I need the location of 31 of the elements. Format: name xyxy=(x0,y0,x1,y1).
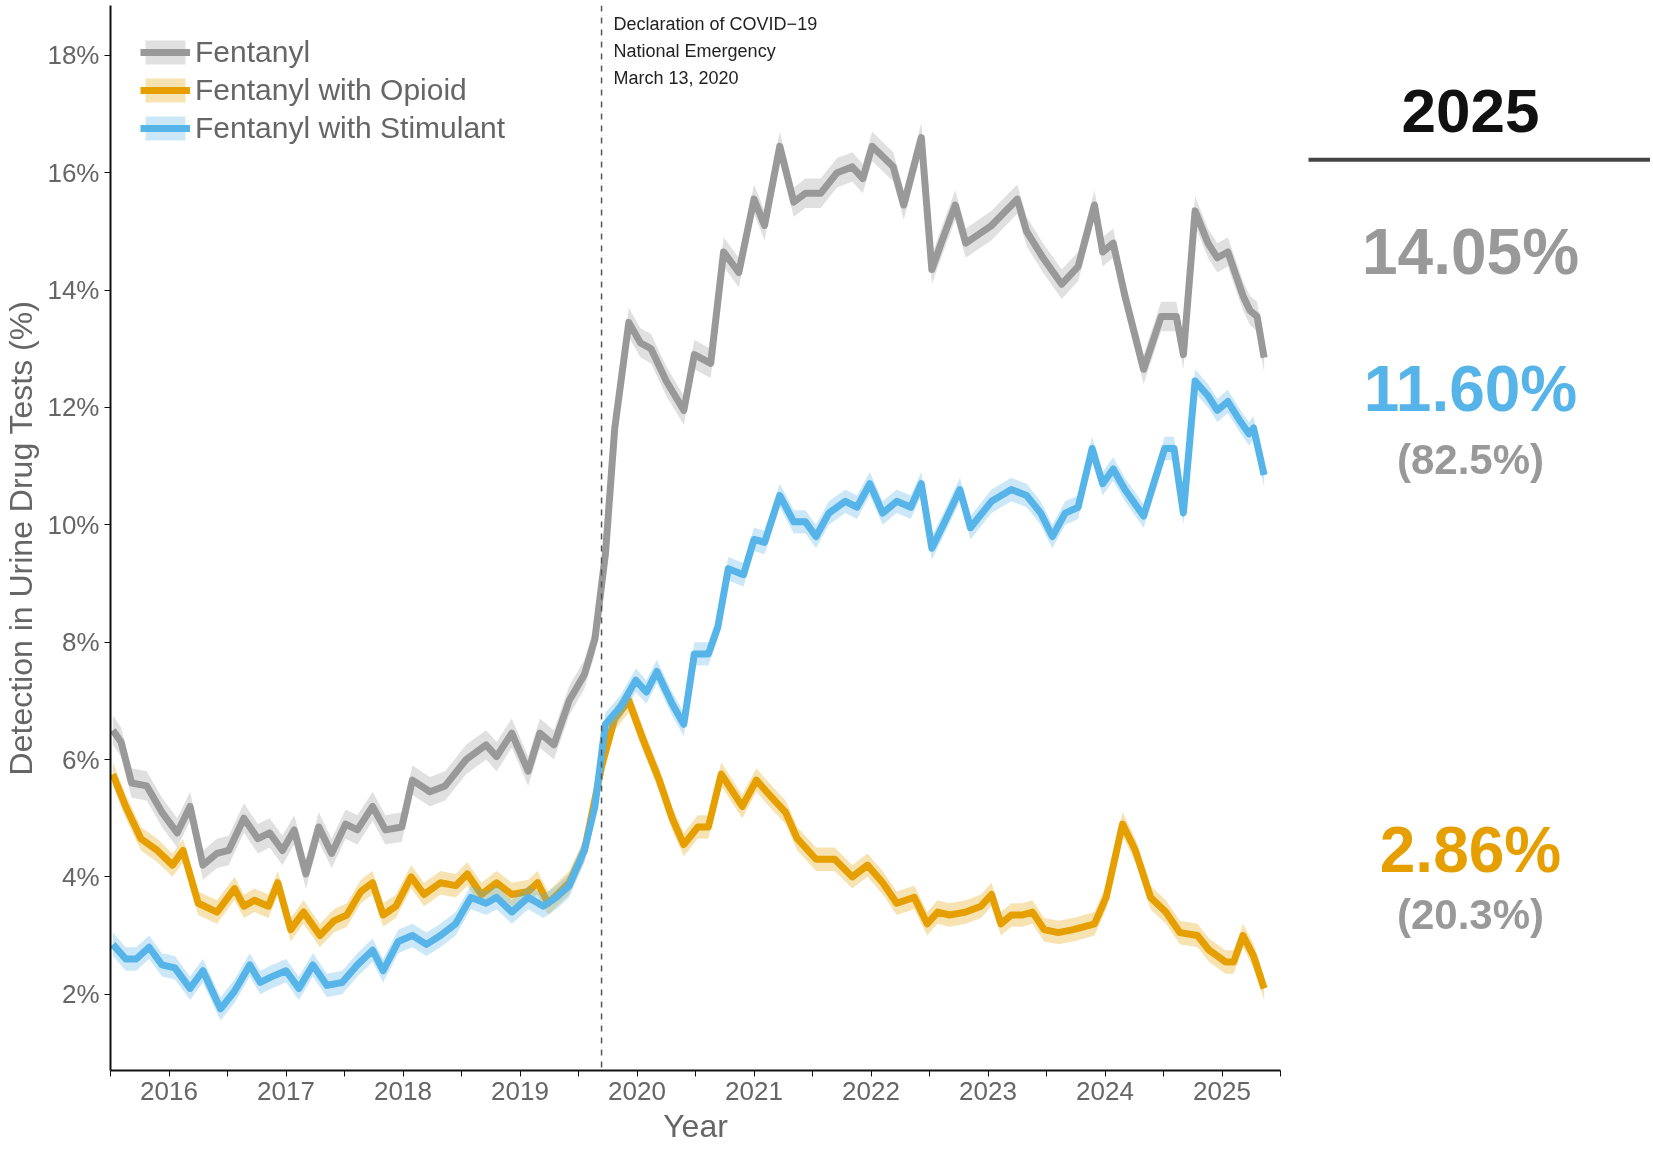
x-tick-label: 2021 xyxy=(725,1075,783,1106)
x-tick-label: 2019 xyxy=(491,1075,549,1106)
y-tick-label: 2% xyxy=(61,979,100,1010)
text: 2025 xyxy=(1401,76,1540,146)
y-tick-label: 6% xyxy=(61,744,100,775)
text: 2.86% xyxy=(1379,814,1562,887)
x-tick-label: 2025 xyxy=(1193,1075,1251,1106)
x-tick-label: 2016 xyxy=(140,1075,198,1106)
text: 14.05% xyxy=(1361,215,1580,288)
text: 11.60% xyxy=(1363,353,1578,426)
legend-label: Fentanyl xyxy=(195,35,311,69)
y-tick-label: 10% xyxy=(47,509,100,540)
y-tick-label: 14% xyxy=(47,275,100,306)
legend-label: Fentanyl with Stimulant xyxy=(195,111,506,145)
x-tick-label: 2024 xyxy=(1076,1075,1134,1106)
y-axis-title: Detection in Urine Drug Tests (%) xyxy=(3,301,40,776)
text: (20.3%) xyxy=(1396,890,1545,938)
y-tick-label: 8% xyxy=(61,627,100,658)
y-tick-label: 16% xyxy=(47,157,100,188)
text: (82.5%) xyxy=(1396,436,1545,484)
x-tick-label: 2022 xyxy=(842,1075,900,1106)
y-tick-label: 4% xyxy=(61,861,100,892)
x-tick-label: 2023 xyxy=(959,1075,1017,1106)
y-tick-label: 18% xyxy=(47,40,100,71)
ref-line-label: Declaration of COVID−19 National Emergency March 13, 2020 xyxy=(613,13,818,88)
y-tick-label: 12% xyxy=(47,392,100,423)
x-tick-label: 2017 xyxy=(257,1075,315,1106)
x-tick-label: 2018 xyxy=(374,1075,432,1106)
x-tick-label: 2020 xyxy=(608,1075,666,1106)
legend-label: Fentanyl with Opioid xyxy=(195,73,467,107)
x-axis-title: Year xyxy=(663,1107,729,1144)
